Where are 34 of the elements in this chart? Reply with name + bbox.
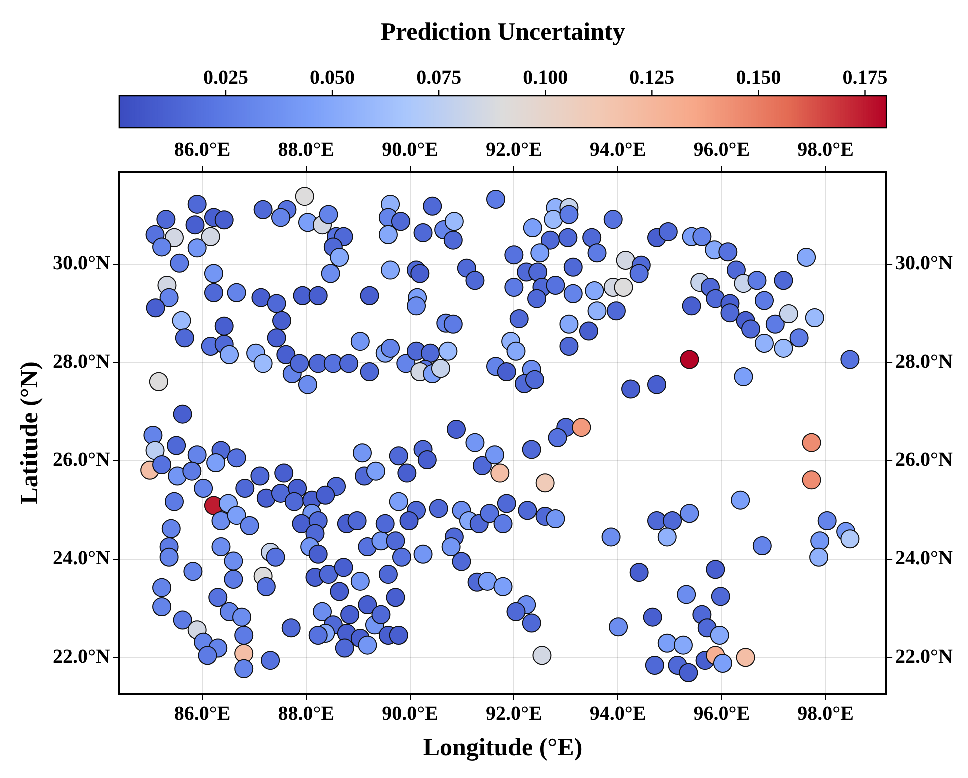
- x2-tick-label: 96.0°E: [694, 139, 750, 162]
- x-tick-label: 88.0°E: [278, 703, 335, 726]
- x-axis-title: Longitude (°E): [423, 734, 583, 762]
- y-axis-title: Latitude (°N): [16, 362, 44, 504]
- y-tick-label: 22.0°N: [52, 646, 111, 668]
- x-tick-label: 98.0°E: [798, 703, 854, 726]
- y2-tick-label: 30.0°N: [896, 252, 954, 275]
- y-tick-label: 28.0°N: [52, 350, 111, 373]
- x2-tick-label: 98.0°E: [798, 139, 854, 162]
- color-bar-label: 0.150: [736, 67, 782, 89]
- color-bar-label: 0.050: [310, 67, 356, 89]
- color-bar-label: 0.100: [523, 67, 568, 89]
- x-tick-label: 94.0°E: [590, 703, 646, 726]
- y-tick-label: 24.0°N: [52, 547, 111, 570]
- x2-tick-label: 90.0°E: [382, 139, 438, 162]
- color-bar-label: 0.175: [842, 67, 888, 89]
- x2-tick-label: 92.0°E: [486, 139, 542, 162]
- color-bar-title: Prediction Uncertainty: [380, 19, 626, 46]
- x-tick-label: 86.0°E: [174, 703, 231, 726]
- x2-tick-label: 86.0°E: [174, 139, 231, 162]
- y2-tick-label: 26.0°N: [896, 449, 954, 472]
- color-bar-label: 0.125: [630, 67, 675, 89]
- color-bar-label: 0.075: [416, 67, 462, 89]
- y2-tick-label: 22.0°N: [896, 646, 954, 668]
- x2-tick-label: 88.0°E: [278, 139, 335, 162]
- color-bar-label: 0.025: [203, 67, 248, 89]
- y2-tick-label: 24.0°N: [896, 547, 954, 570]
- x-tick-label: 90.0°E: [382, 703, 438, 726]
- y-tick-label: 26.0°N: [52, 449, 111, 472]
- x-tick-label: 92.0°E: [486, 703, 542, 726]
- x-tick-label: 96.0°E: [694, 703, 750, 726]
- y-tick-label: 30.0°N: [52, 252, 111, 275]
- x2-tick-label: 94.0°E: [590, 139, 646, 162]
- y2-tick-label: 28.0°N: [896, 350, 954, 373]
